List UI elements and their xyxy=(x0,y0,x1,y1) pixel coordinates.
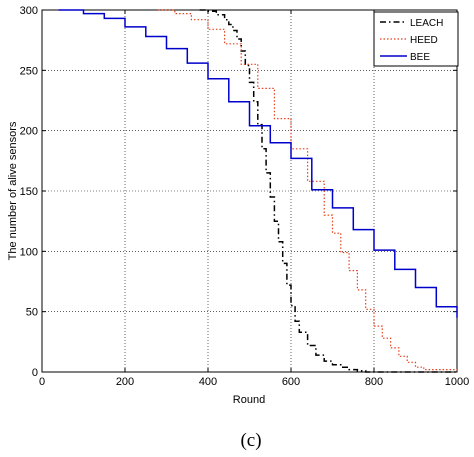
series-line-bee xyxy=(58,9,458,318)
y-tick-label: 0 xyxy=(32,367,38,379)
legend: LEACH HEED BEE xyxy=(373,11,459,67)
y-tick-label: 250 xyxy=(20,65,38,77)
y-tick-label: 150 xyxy=(20,186,38,198)
legend-label-leach: LEACH xyxy=(410,18,443,29)
legend-label-heed: HEED xyxy=(410,35,438,46)
y-tick-label: 200 xyxy=(20,126,38,138)
legend-label-bee: BEE xyxy=(410,52,430,63)
x-tick-label: 800 xyxy=(365,376,383,388)
x-tick-label: 600 xyxy=(282,376,300,388)
x-axis-label: Round xyxy=(233,394,265,406)
series-line-leach xyxy=(199,9,457,373)
y-tick-label: 50 xyxy=(26,307,38,319)
x-tick-label: 200 xyxy=(116,376,134,388)
x-tick-label: 400 xyxy=(199,376,217,388)
x-tick-label: 1000 xyxy=(445,376,469,388)
panel-label: (c) xyxy=(240,430,261,451)
axis-ticks: 0 200 400 600 800 1000 0 50 100 150 200 250 300 xyxy=(20,5,470,388)
x-tick-label: 0 xyxy=(39,376,45,388)
y-axis-label: The number of alive sensors xyxy=(7,121,19,260)
y-tick-label: 100 xyxy=(20,246,38,258)
y-tick-label: 300 xyxy=(20,5,38,17)
series-lines xyxy=(58,9,458,373)
